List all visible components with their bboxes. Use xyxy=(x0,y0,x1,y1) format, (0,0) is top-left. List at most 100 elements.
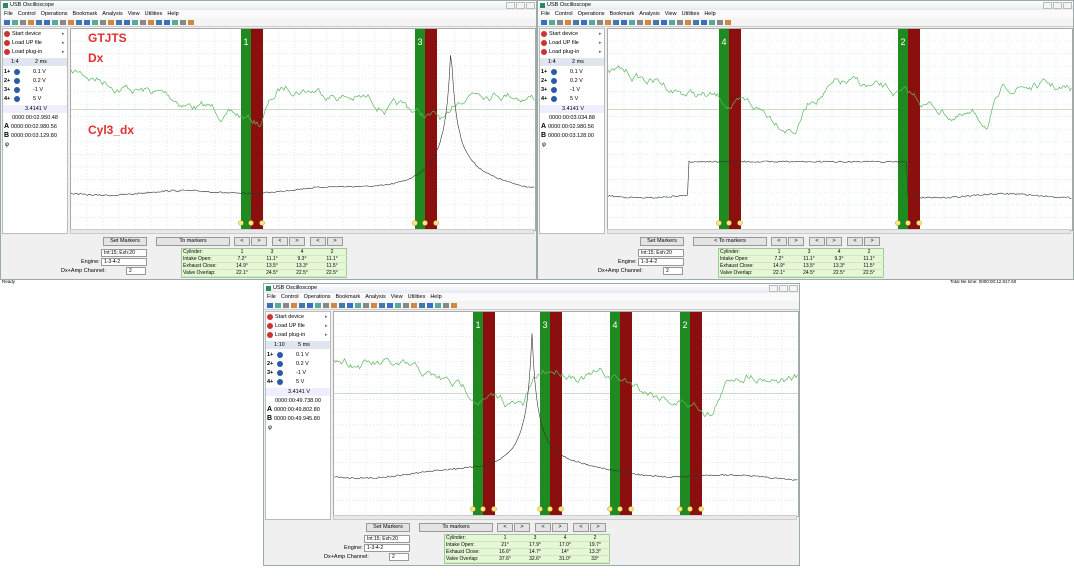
menu-item[interactable]: Control xyxy=(280,294,299,300)
window-control[interactable] xyxy=(516,2,525,9)
load-plugin[interactable]: Load plug-in ▸ xyxy=(540,48,604,56)
nav-button[interactable]: > xyxy=(327,237,343,246)
channel-row[interactable]: 4+ 5 V xyxy=(3,95,67,103)
tool-icon[interactable] xyxy=(379,303,385,308)
channel-row[interactable]: 1+ 0.1 V xyxy=(266,351,330,359)
load-up-file[interactable]: Load UP file ▸ xyxy=(266,322,330,330)
tool-icon[interactable] xyxy=(669,20,675,25)
nav-button[interactable]: < xyxy=(234,237,250,246)
nav-button[interactable]: < xyxy=(310,237,326,246)
nav-button[interactable]: < xyxy=(272,237,288,246)
tool-icon[interactable] xyxy=(443,303,449,308)
tool-icon[interactable] xyxy=(653,20,659,25)
tool-icon[interactable] xyxy=(307,303,313,308)
menu-item[interactable]: View xyxy=(390,294,403,300)
menu-item[interactable]: Operations xyxy=(40,11,68,17)
menu-item[interactable]: Bookmark xyxy=(72,11,98,17)
tool-icon[interactable] xyxy=(411,303,417,308)
to-markers-button[interactable]: To markers xyxy=(156,237,230,246)
menu-item[interactable]: View xyxy=(127,11,140,17)
nav-button[interactable]: > xyxy=(864,237,880,246)
tool-icon[interactable] xyxy=(661,20,667,25)
tool-icon[interactable] xyxy=(180,20,186,25)
tool-icon[interactable] xyxy=(116,20,122,25)
scope-graph[interactable]: 1 3 4 2 xyxy=(333,311,799,517)
menu-item[interactable]: View xyxy=(664,11,677,17)
tool-icon[interactable] xyxy=(613,20,619,25)
tool-icon[interactable] xyxy=(363,303,369,308)
menu-item[interactable]: Analysis xyxy=(102,11,123,17)
tool-icon[interactable] xyxy=(76,20,82,25)
engine-select[interactable]: 1-3-4-2 xyxy=(101,258,147,266)
tool-icon[interactable] xyxy=(541,20,547,25)
menu-item[interactable]: Utilities xyxy=(407,294,426,300)
tool-icon[interactable] xyxy=(637,20,643,25)
tool-icon[interactable] xyxy=(717,20,723,25)
menu-item[interactable]: Utilities xyxy=(681,11,700,17)
tool-icon[interactable] xyxy=(685,20,691,25)
tool-icon[interactable] xyxy=(267,303,273,308)
channel-row[interactable]: 3+ -1 V xyxy=(3,86,67,94)
tool-icon[interactable] xyxy=(291,303,297,308)
tool-icon[interactable] xyxy=(164,20,170,25)
menu-item[interactable]: Control xyxy=(17,11,36,17)
tool-icon[interactable] xyxy=(60,20,66,25)
tool-icon[interactable] xyxy=(629,20,635,25)
load-up-file[interactable]: Load UP file ▸ xyxy=(540,39,604,47)
nav-button[interactable]: > xyxy=(289,237,305,246)
tool-icon[interactable] xyxy=(140,20,146,25)
menu-item[interactable]: Help xyxy=(167,11,179,17)
tool-icon[interactable] xyxy=(347,303,353,308)
nav-button[interactable]: < xyxy=(535,523,551,532)
window-control[interactable] xyxy=(1053,2,1062,9)
h-scrollbar[interactable] xyxy=(607,229,1071,234)
menu-item[interactable]: File xyxy=(541,11,550,17)
tool-icon[interactable] xyxy=(403,303,409,308)
nav-button[interactable]: > xyxy=(514,523,530,532)
nav-button[interactable]: > xyxy=(788,237,804,246)
tool-icon[interactable] xyxy=(371,303,377,308)
tool-icon[interactable] xyxy=(549,20,555,25)
tool-icon[interactable] xyxy=(36,20,42,25)
tool-icon[interactable] xyxy=(132,20,138,25)
tool-icon[interactable] xyxy=(315,303,321,308)
set-markers-button[interactable]: Set Markers xyxy=(366,523,410,532)
tool-icon[interactable] xyxy=(52,20,58,25)
tool-icon[interactable] xyxy=(188,20,194,25)
nav-button[interactable]: > xyxy=(552,523,568,532)
interval-select[interactable]: Int:15; Exh:20 xyxy=(364,535,410,543)
channel-row[interactable]: 3+ -1 V xyxy=(540,86,604,94)
window-control[interactable] xyxy=(1063,2,1072,9)
window-control[interactable] xyxy=(769,285,778,292)
menu-item[interactable]: Bookmark xyxy=(335,294,361,300)
nav-button[interactable]: > xyxy=(590,523,606,532)
nav-button[interactable]: < xyxy=(573,523,589,532)
channel-row[interactable]: 1+ 0.1 V xyxy=(540,68,604,76)
tool-icon[interactable] xyxy=(28,20,34,25)
tool-icon[interactable] xyxy=(451,303,457,308)
tool-icon[interactable] xyxy=(395,303,401,308)
window-control[interactable] xyxy=(526,2,535,9)
load-plugin[interactable]: Load plug-in ▸ xyxy=(3,48,67,56)
to-markers-button[interactable]: To markers xyxy=(419,523,493,532)
tool-icon[interactable] xyxy=(597,20,603,25)
tool-icon[interactable] xyxy=(12,20,18,25)
tool-icon[interactable] xyxy=(565,20,571,25)
nav-button[interactable]: < xyxy=(809,237,825,246)
nav-button[interactable]: > xyxy=(251,237,267,246)
tool-icon[interactable] xyxy=(605,20,611,25)
window-control[interactable] xyxy=(1043,2,1052,9)
channel-row[interactable]: 2+ 0.2 V xyxy=(3,77,67,85)
channel-select[interactable]: 2 xyxy=(389,553,409,561)
tool-icon[interactable] xyxy=(339,303,345,308)
h-scrollbar[interactable] xyxy=(333,515,797,520)
tool-icon[interactable] xyxy=(419,303,425,308)
to-markers-button[interactable]: < To markers xyxy=(693,237,767,246)
tool-icon[interactable] xyxy=(709,20,715,25)
menu-item[interactable]: Analysis xyxy=(365,294,386,300)
start-device[interactable]: Start device ▸ xyxy=(540,30,604,38)
menu-item[interactable]: Analysis xyxy=(639,11,660,17)
tool-icon[interactable] xyxy=(589,20,595,25)
set-markers-button[interactable]: Set Markers xyxy=(103,237,147,246)
